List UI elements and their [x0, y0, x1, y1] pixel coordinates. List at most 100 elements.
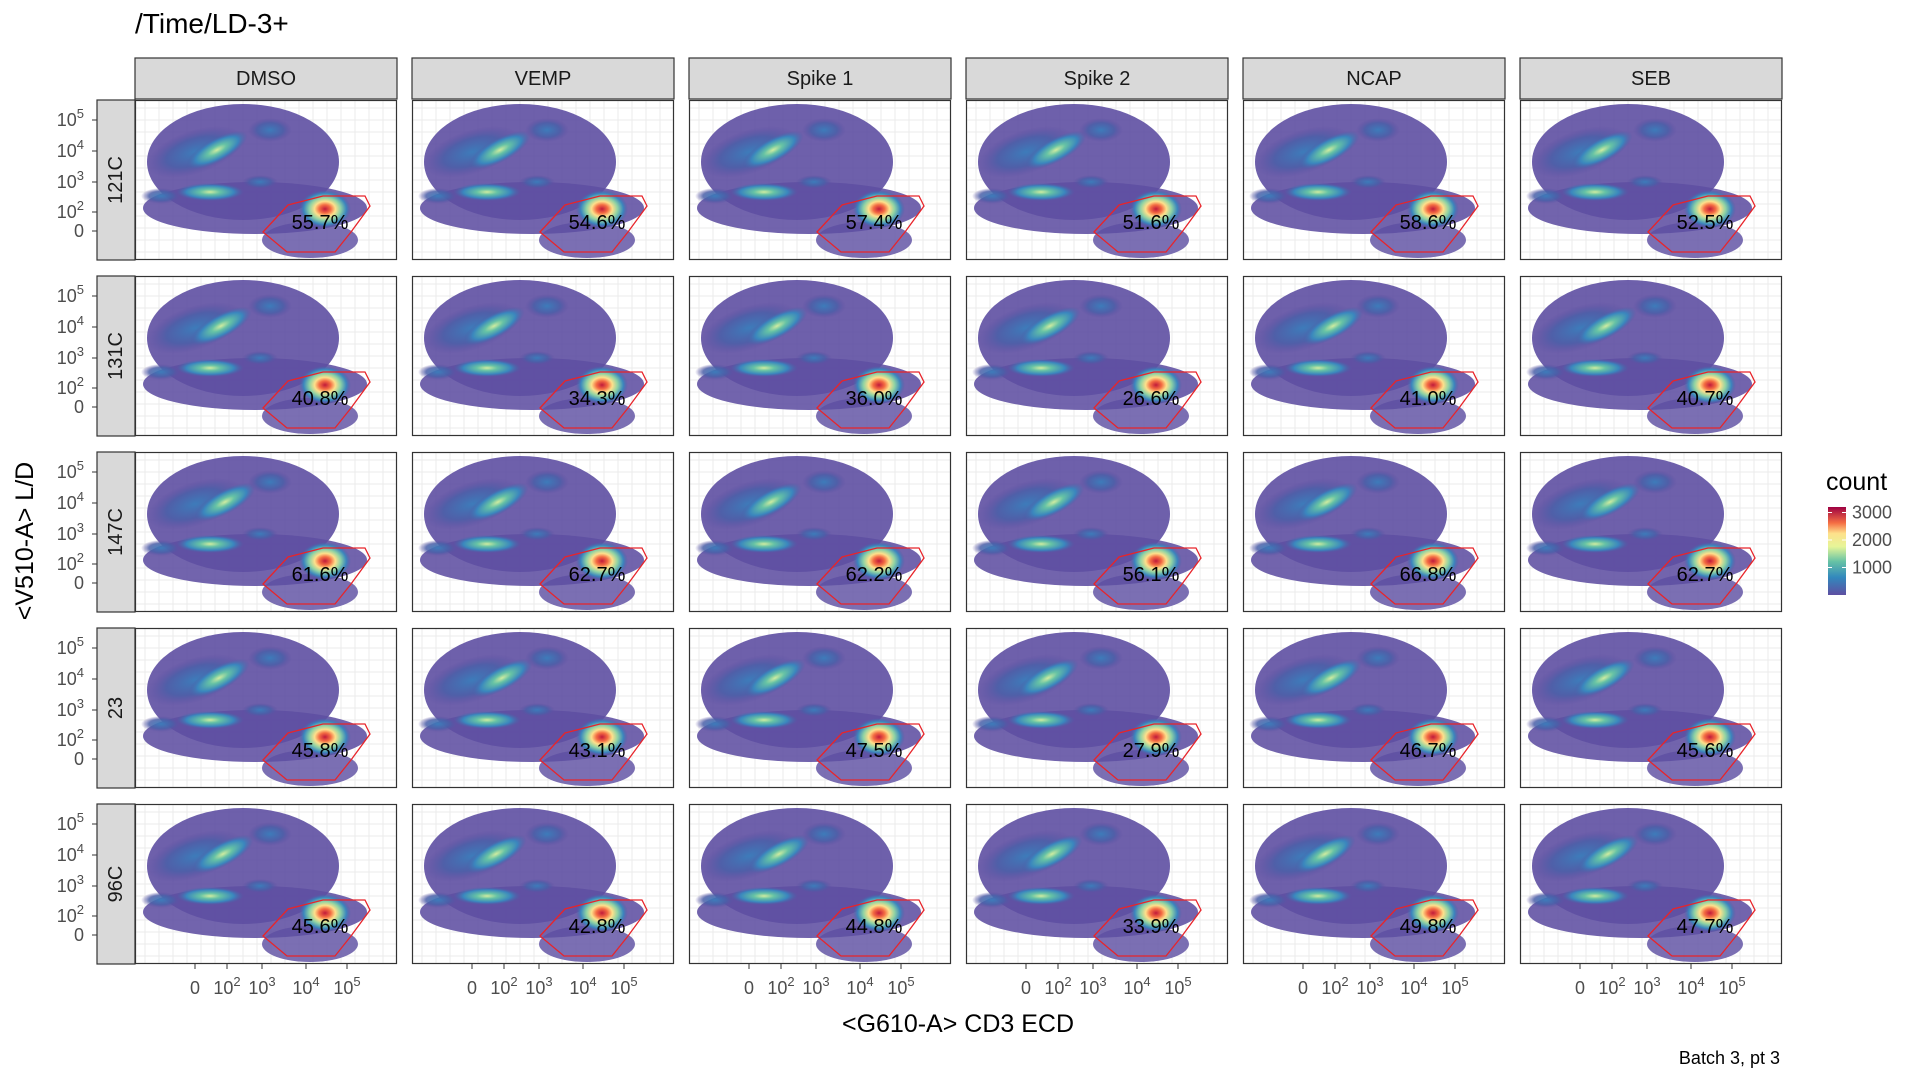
y-tick-label: 105	[57, 458, 84, 482]
caption: Batch 3, pt 3	[1679, 1048, 1780, 1068]
gate-percentage: 58.6%	[1400, 212, 1457, 234]
gate-polygon	[816, 195, 925, 253]
panel-border	[965, 275, 1229, 437]
x-tick-label: 102	[213, 974, 240, 998]
panel-96c-spike-1: 44.8%	[688, 803, 952, 965]
column-strip-spike-2: Spike 2	[965, 57, 1229, 100]
panel-121c-vemp: 54.6%	[411, 99, 675, 261]
y-tick-label: 102	[57, 726, 84, 750]
y-tick-label: 103	[57, 520, 84, 544]
gate-polygon	[1370, 371, 1479, 429]
panel-96c-ncap: 49.8%	[1242, 803, 1506, 965]
x-tick-label: 102	[1044, 974, 1071, 998]
gate-percentage: 45.6%	[1677, 740, 1734, 762]
x-tick-label: 105	[1441, 974, 1468, 998]
panel-96c-vemp: 42.8%	[411, 803, 675, 965]
gate-percentage: 61.6%	[292, 564, 349, 586]
y-tick-label: 0	[74, 397, 84, 417]
panel-96c-dmso: 45.6%	[134, 803, 398, 965]
panel-border	[1242, 627, 1506, 789]
density-cloud	[695, 104, 921, 258]
row-strip-23: 23	[96, 627, 136, 789]
legend-title: count	[1826, 468, 1887, 496]
gate-polygon	[1370, 547, 1479, 605]
y-tick-label: 0	[74, 749, 84, 769]
panel-border	[1242, 275, 1506, 437]
x-tick-label: 105	[1164, 974, 1191, 998]
y-tick-label: 104	[57, 841, 84, 865]
gate-percentage: 57.4%	[846, 212, 903, 234]
panel-border	[688, 627, 952, 789]
density-cloud	[418, 104, 644, 258]
column-strip-vemp: VEMP	[411, 57, 675, 100]
y-tick-label: 104	[57, 665, 84, 689]
panel-border	[965, 99, 1229, 261]
panel-131c-spike-1: 36.0%	[688, 275, 952, 437]
panel-border	[688, 803, 952, 965]
column-strip-label: Spike 1	[787, 68, 854, 90]
gate-polygon	[1647, 371, 1756, 429]
gate-percentage: 62.7%	[569, 564, 626, 586]
x-tick-label: 0	[1298, 978, 1308, 998]
y-tick-label: 104	[57, 137, 84, 161]
gate-percentage: 33.9%	[1123, 916, 1180, 938]
panel-96c-seb: 47.7%	[1519, 803, 1783, 965]
panel-131c-dmso: 40.8%	[134, 275, 398, 437]
gate-percentage: 43.1%	[569, 740, 626, 762]
density-cloud	[418, 808, 644, 962]
density-cloud	[141, 104, 367, 258]
x-tick-label: 105	[887, 974, 914, 998]
x-tick-label: 0	[1575, 978, 1585, 998]
x-tick-label: 102	[1321, 974, 1348, 998]
gate-polygon	[1647, 547, 1756, 605]
column-strip-spike-1: Spike 1	[688, 57, 952, 100]
column-strip-seb: SEB	[1519, 57, 1783, 100]
panel-147c-spike-2: 56.1%	[965, 451, 1229, 613]
panel-23-vemp: 43.1%	[411, 627, 675, 789]
panel-border	[134, 99, 398, 261]
x-axis-title: <G610-A> CD3 ECD	[842, 1010, 1074, 1038]
gate-percentage: 49.8%	[1400, 916, 1457, 938]
x-tick-label: 104	[846, 974, 873, 998]
panels: 55.7% 54.6% 57.4% 51.6% 58.6% 52.5% 40.8% 34.3%…	[134, 99, 1783, 965]
panel-23-spike-2: 27.9%	[965, 627, 1229, 789]
y-tick-label: 0	[74, 573, 84, 593]
density-cloud	[695, 632, 921, 786]
panel-147c-vemp: 62.7%	[411, 451, 675, 613]
density-cloud	[1249, 456, 1475, 610]
panel-border	[1242, 451, 1506, 613]
x-tick-label: 103	[1356, 974, 1383, 998]
x-tick-label: 104	[1123, 974, 1150, 998]
x-tick-label: 104	[292, 974, 319, 998]
panel-131c-seb: 40.7%	[1519, 275, 1783, 437]
panel-121c-spike-2: 51.6%	[965, 99, 1229, 261]
panel-border	[411, 99, 675, 261]
column-strip-label: VEMP	[515, 68, 572, 90]
gate-polygon	[1093, 371, 1202, 429]
y-tick-label: 0	[74, 925, 84, 945]
panel-23-seb: 45.6%	[1519, 627, 1783, 789]
density-cloud	[972, 104, 1198, 258]
row-strip-label: 131C	[105, 332, 127, 380]
panel-121c-ncap: 58.6%	[1242, 99, 1506, 261]
gate-percentage: 36.0%	[846, 388, 903, 410]
density-cloud	[418, 456, 644, 610]
x-tick-label: 103	[525, 974, 552, 998]
density-cloud	[1249, 280, 1475, 434]
density-cloud	[695, 808, 921, 962]
x-tick-label: 103	[802, 974, 829, 998]
density-cloud	[1249, 808, 1475, 962]
y-tick-label: 105	[57, 282, 84, 306]
gate-polygon	[1647, 723, 1756, 781]
gate-polygon	[816, 371, 925, 429]
x-tick-label: 102	[490, 974, 517, 998]
y-tick-label: 103	[57, 344, 84, 368]
panel-border	[134, 275, 398, 437]
gate-polygon	[1093, 195, 1202, 253]
panel-131c-spike-2: 26.6%	[965, 275, 1229, 437]
x-tick-label: 105	[333, 974, 360, 998]
x-tick-label: 0	[190, 978, 200, 998]
gate-polygon	[539, 899, 648, 957]
row-strip-label: 121C	[105, 156, 127, 204]
gate-percentage: 42.8%	[569, 916, 626, 938]
